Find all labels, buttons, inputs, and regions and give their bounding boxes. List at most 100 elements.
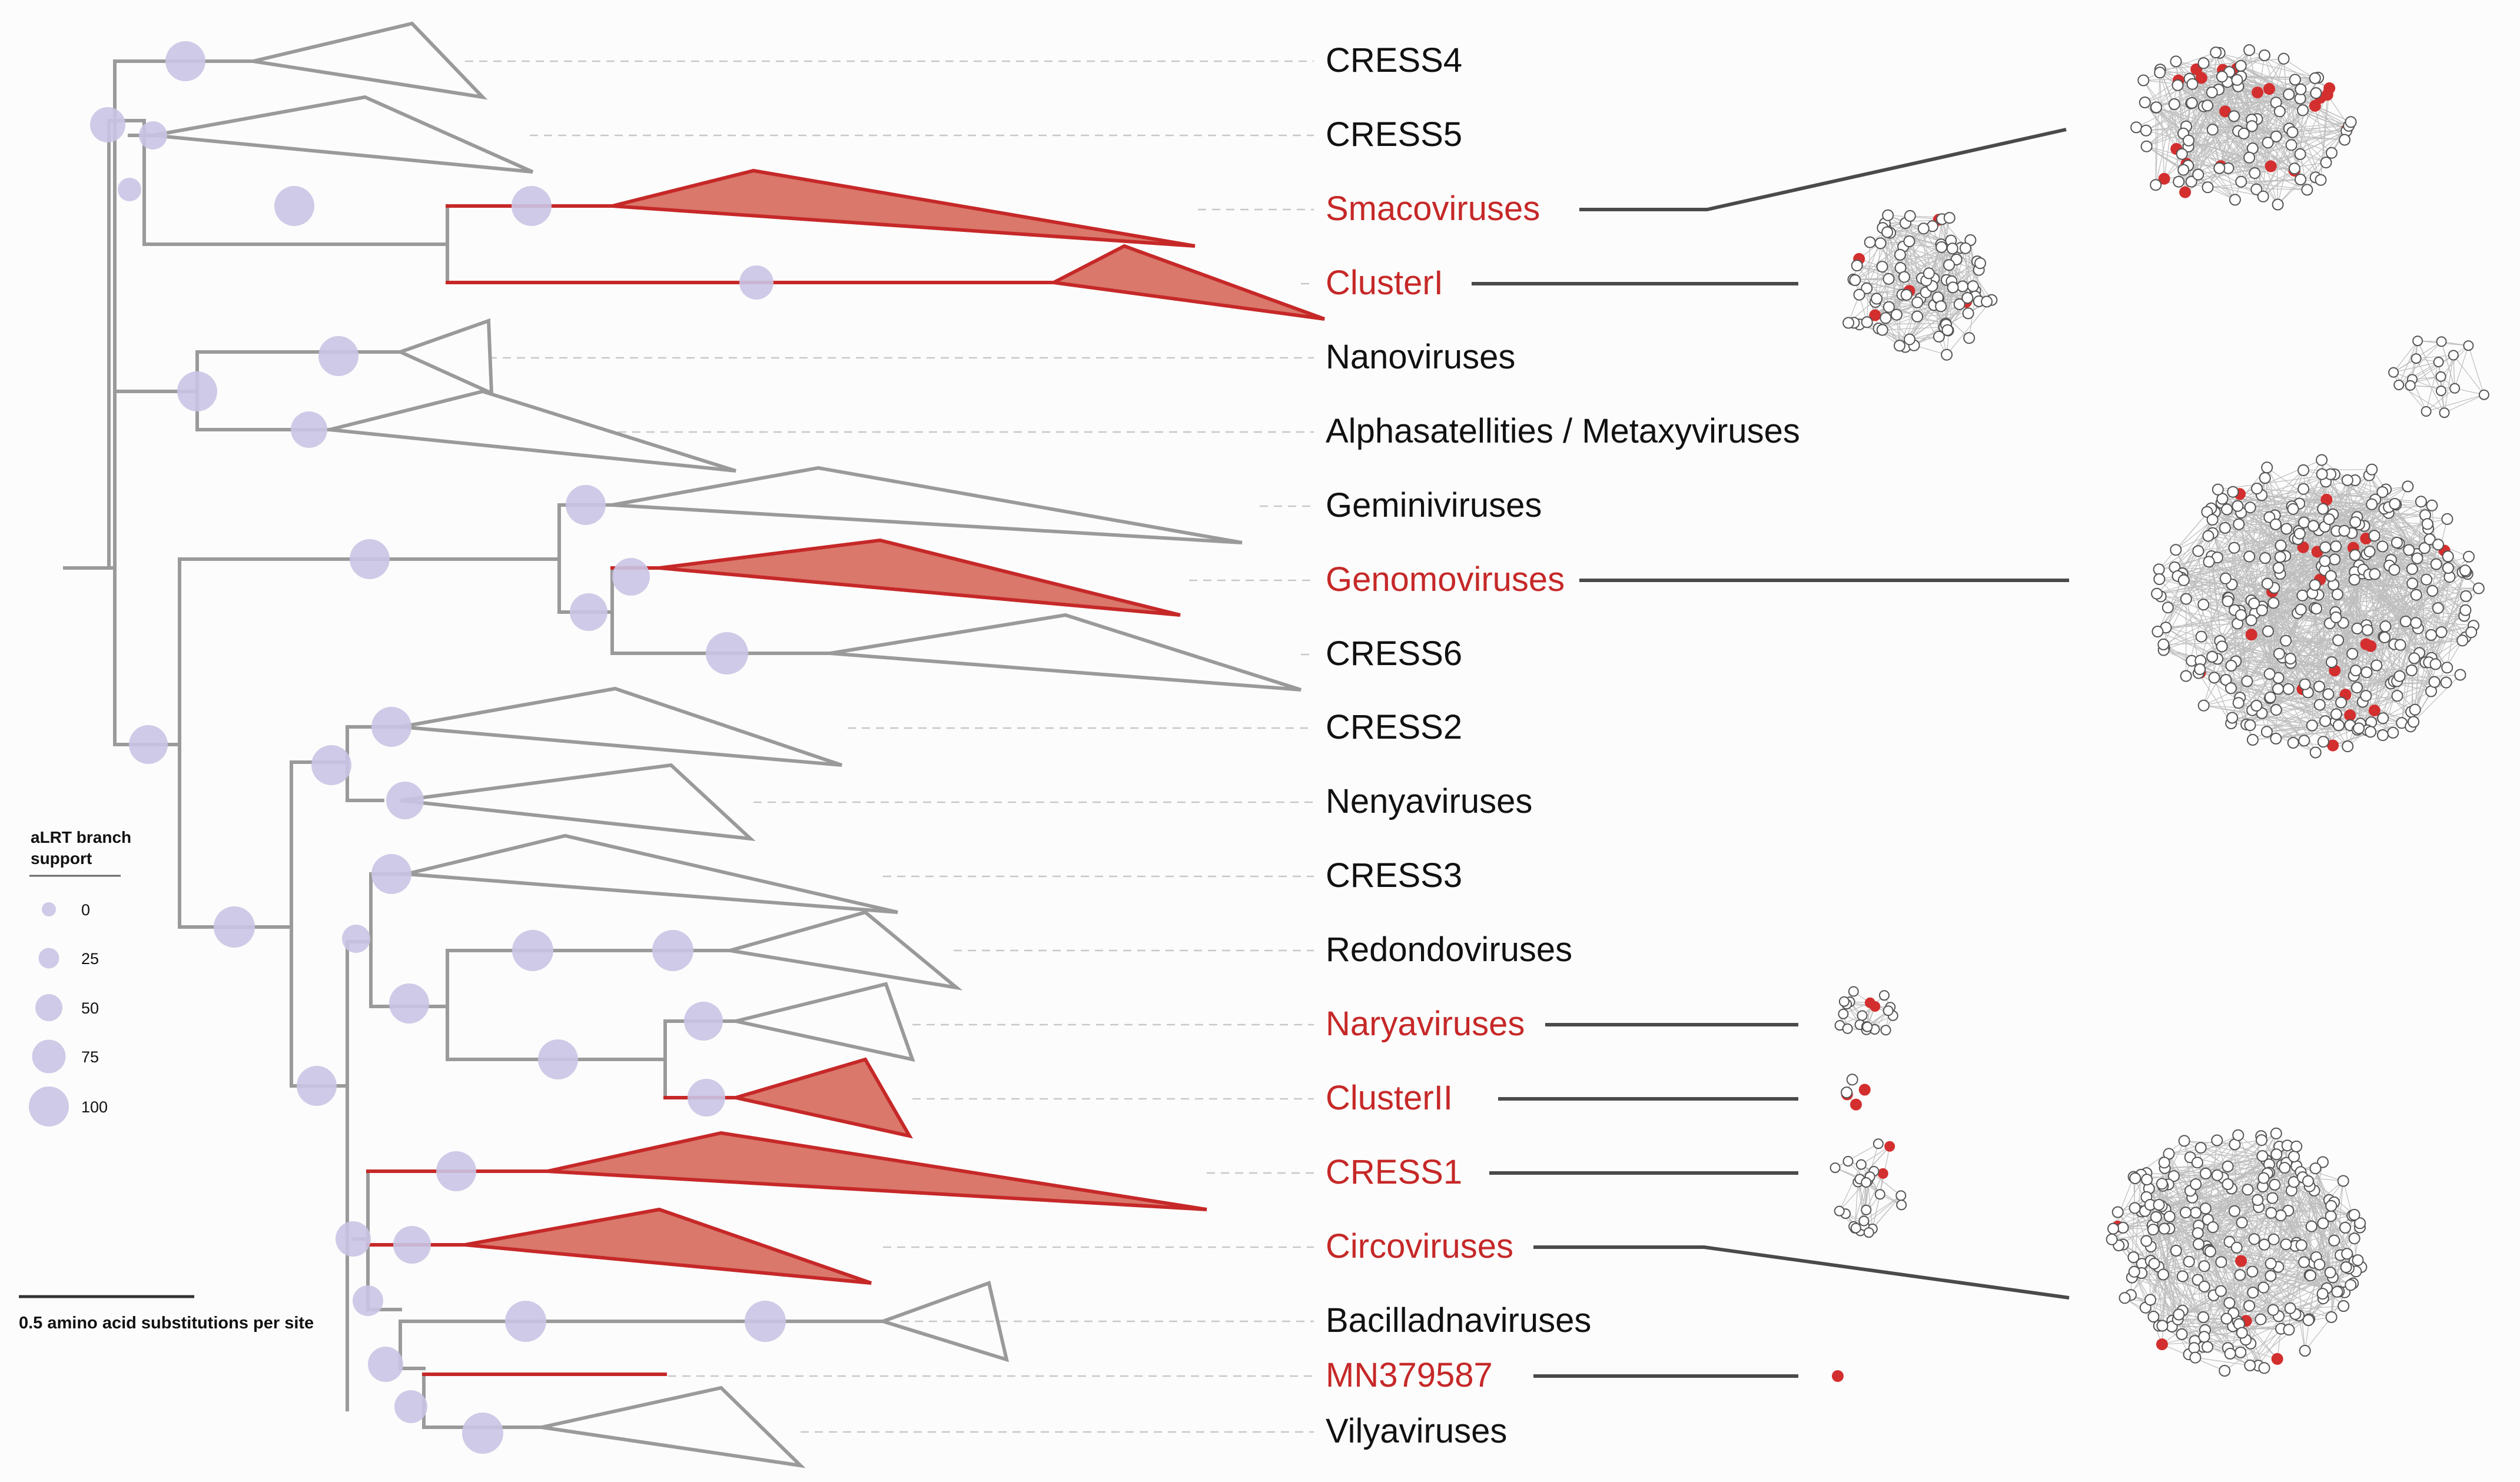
network-edge: [2376, 594, 2417, 666]
network-edge: [2165, 1209, 2222, 1291]
network-node: [2295, 1239, 2307, 1251]
network-node: [2255, 1313, 2267, 1325]
network-node: [2257, 1281, 2270, 1294]
network-node: [1864, 236, 1876, 248]
network-node: [2156, 1178, 2168, 1190]
network-edge: [2182, 1276, 2204, 1318]
network-node: [2280, 634, 2292, 647]
network-node: [2286, 126, 2299, 138]
network-connectors: [1472, 128, 2070, 1378]
network-node: [2376, 729, 2389, 742]
network-node: [2365, 726, 2377, 738]
network-node: [1841, 1086, 1853, 1099]
network-node: [2257, 1172, 2270, 1184]
network-node: [2309, 72, 2321, 84]
network-node: [1882, 209, 1894, 221]
network-node: [2317, 503, 2329, 515]
network-edge: [2236, 79, 2301, 180]
network-edge: [2340, 1214, 2355, 1255]
network-node: [2316, 468, 2328, 480]
network-node: [2449, 383, 2461, 394]
support-bubble: [612, 558, 650, 596]
network-edge: [2163, 1265, 2204, 1275]
network-node: [2433, 357, 2444, 368]
network-node: [2189, 1351, 2202, 1364]
network-edge: [2197, 1222, 2323, 1234]
network-node: [2289, 162, 2300, 175]
network-edge: [2159, 52, 2216, 73]
network-edge: [1887, 215, 1950, 265]
network-node: [1882, 301, 1895, 313]
network-connector: [1533, 1245, 2070, 1300]
network-node: [2273, 105, 2286, 118]
network-node: [2463, 550, 2475, 563]
network-genomoviruses: [2151, 454, 2485, 759]
network-node: [2250, 700, 2263, 712]
collapsed-clade: [152, 95, 534, 174]
clade-label-genomoviruses: Genomoviruses: [1326, 560, 1565, 599]
network-node: [2249, 167, 2261, 180]
network-node-highlighted: [2271, 1353, 2283, 1365]
network-node-highlighted: [2297, 541, 2309, 553]
network-edge: [2184, 1140, 2235, 1145]
network-edge: [2204, 1330, 2246, 1340]
network-edge: [2249, 1238, 2355, 1307]
support-bubble: [706, 632, 748, 674]
network-edge: [2159, 508, 2212, 570]
network-node: [2211, 1169, 2223, 1181]
network-edge: [2276, 136, 2345, 141]
network-node: [2246, 734, 2259, 746]
support-bubble: [389, 983, 429, 1024]
network-edge: [2270, 1212, 2338, 1292]
network-node: [1962, 307, 1974, 320]
support-bubble: [353, 1285, 383, 1316]
network-node: [2178, 1135, 2190, 1147]
network-edge: [2150, 1204, 2199, 1245]
network-node: [1850, 1222, 1861, 1234]
network-node: [1858, 1215, 1870, 1227]
network-node: [2197, 1311, 2209, 1323]
network-node: [2317, 736, 2329, 748]
network-edge: [2141, 1272, 2198, 1281]
network-node: [1838, 996, 1850, 1007]
network-edge: [2277, 125, 2349, 205]
network-node: [2236, 1217, 2248, 1229]
network-edge: [2334, 559, 2416, 623]
network-node: [1853, 288, 1865, 301]
network-node: [2393, 670, 2406, 682]
network-edge: [2325, 560, 2466, 638]
network-node: [2170, 1244, 2182, 1257]
network-edge: [1857, 265, 1890, 307]
network-edge: [2242, 1136, 2262, 1223]
network-edge: [2318, 530, 2356, 671]
network-node: [2147, 1224, 2159, 1236]
network-node: [2203, 556, 2215, 568]
clade-label-smacoviruses: Smacoviruses: [1326, 190, 1540, 228]
network-node-highlighted: [1869, 309, 1881, 321]
network-node: [2106, 1233, 2118, 1245]
network-edge: [2295, 1245, 2306, 1351]
support-bubble: [336, 1221, 371, 1257]
network-edge: [2207, 1219, 2279, 1268]
network-node: [2265, 1207, 2277, 1219]
network-edge: [1875, 243, 1881, 303]
network-node: [2439, 407, 2450, 418]
network-node: [1882, 1005, 1894, 1016]
support-bubble: [318, 336, 358, 376]
clade-label-nanoviruses: Nanoviruses: [1326, 338, 1515, 376]
network-edge: [2162, 1141, 2185, 1187]
network-node: [1871, 293, 1883, 305]
network-edge: [2303, 522, 2450, 577]
network-node-highlighted: [2195, 72, 2207, 84]
network-node: [2342, 740, 2354, 753]
network-node: [2119, 1292, 2131, 1304]
network-node: [2426, 584, 2439, 597]
network-edge: [2331, 1202, 2335, 1317]
network-node: [2206, 514, 2219, 526]
network-edge: [2416, 358, 2445, 413]
network-node: [2219, 1365, 2231, 1377]
network-node: [2370, 659, 2383, 672]
network-node: [2199, 1202, 2212, 1215]
highlighted-collapsed-clade: [547, 1131, 1207, 1211]
support-legend: aLRT branch support 0 25 50 75 100: [29, 828, 131, 1127]
